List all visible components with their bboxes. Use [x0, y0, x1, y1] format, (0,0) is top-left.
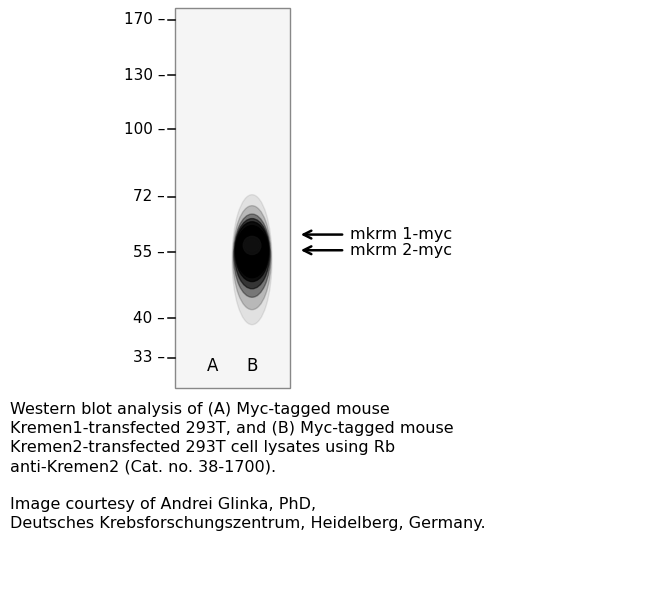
- Ellipse shape: [235, 218, 270, 289]
- Text: 170 –: 170 –: [124, 12, 165, 27]
- Text: 100 –: 100 –: [124, 122, 165, 137]
- Ellipse shape: [232, 195, 272, 325]
- Bar: [175, 8, 290, 388]
- Text: Kremen1-transfected 293T, and (B) Myc-tagged mouse: Kremen1-transfected 293T, and (B) Myc-ta…: [10, 421, 454, 436]
- Text: mkrm 2-myc: mkrm 2-myc: [350, 243, 452, 258]
- Text: 72 –: 72 –: [133, 189, 165, 204]
- Ellipse shape: [243, 236, 261, 255]
- Text: 55 –: 55 –: [133, 245, 165, 260]
- Text: Image courtesy of Andrei Glinka, PhD,: Image courtesy of Andrei Glinka, PhD,: [10, 497, 316, 512]
- Text: 40 –: 40 –: [133, 311, 165, 325]
- Text: B: B: [246, 357, 258, 375]
- Text: anti-Kremen2 (Cat. no. 38-1700).: anti-Kremen2 (Cat. no. 38-1700).: [10, 459, 276, 474]
- Ellipse shape: [235, 222, 269, 282]
- Ellipse shape: [236, 226, 268, 278]
- Ellipse shape: [245, 240, 259, 251]
- Text: A: A: [207, 357, 218, 375]
- Text: Kremen2-transfected 293T cell lysates using Rb: Kremen2-transfected 293T cell lysates us…: [10, 440, 395, 455]
- Text: 33 –: 33 –: [133, 351, 165, 365]
- Text: mkrm 1-myc: mkrm 1-myc: [350, 227, 452, 242]
- Text: Western blot analysis of (A) Myc-tagged mouse: Western blot analysis of (A) Myc-tagged …: [10, 402, 390, 417]
- Text: 130 –: 130 –: [124, 68, 165, 82]
- Ellipse shape: [233, 205, 271, 310]
- Ellipse shape: [233, 214, 270, 297]
- Text: Deutsches Krebsforschungszentrum, Heidelberg, Germany.: Deutsches Krebsforschungszentrum, Heidel…: [10, 516, 486, 531]
